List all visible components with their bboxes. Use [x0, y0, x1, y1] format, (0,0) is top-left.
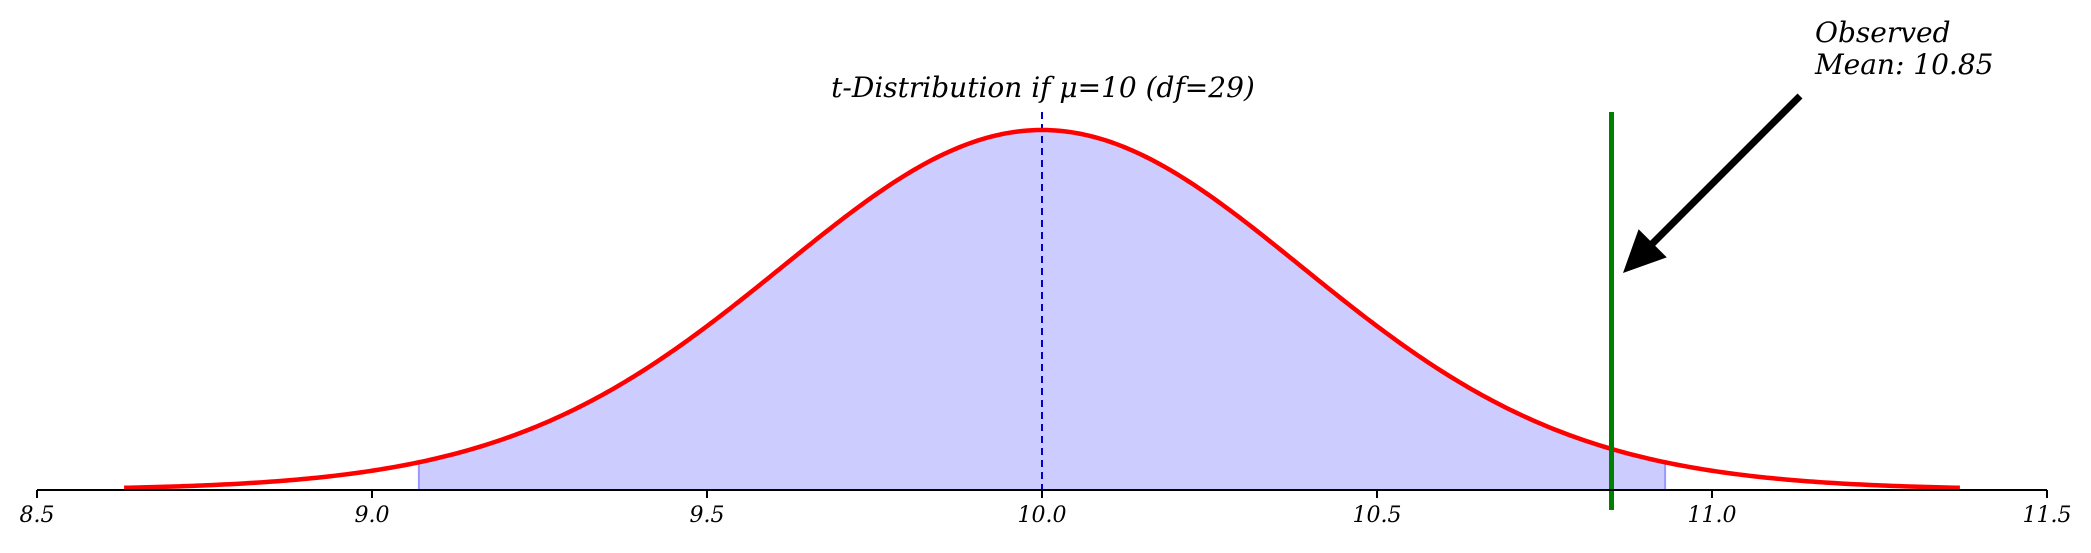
- x-tick-label: 8.5: [20, 503, 55, 528]
- x-tick-label: 11.5: [2023, 503, 2072, 528]
- chart-title: t-Distribution if μ=10 (df=29): [831, 71, 1255, 104]
- plot-area: 8.5 9.0 9.5 10.0 10.5 11.0 11.5: [20, 93, 2072, 528]
- x-tick-label: 10.0: [1018, 503, 1067, 528]
- x-tick-label: 11.0: [1688, 503, 1737, 528]
- observed-mean-annotation-line-2: Mean: 10.85: [1814, 48, 1993, 81]
- x-tick-label: 9.0: [355, 503, 390, 528]
- x-tick-label: 10.5: [1353, 503, 1402, 528]
- x-tick-label: 9.5: [690, 503, 725, 528]
- observed-mean-annotation-line-1: Observed: [1815, 16, 1951, 49]
- annotation-arrow-shaft: [1640, 93, 1803, 256]
- annotation-arrow-head: [1623, 229, 1667, 273]
- density-curve: [124, 127, 1960, 491]
